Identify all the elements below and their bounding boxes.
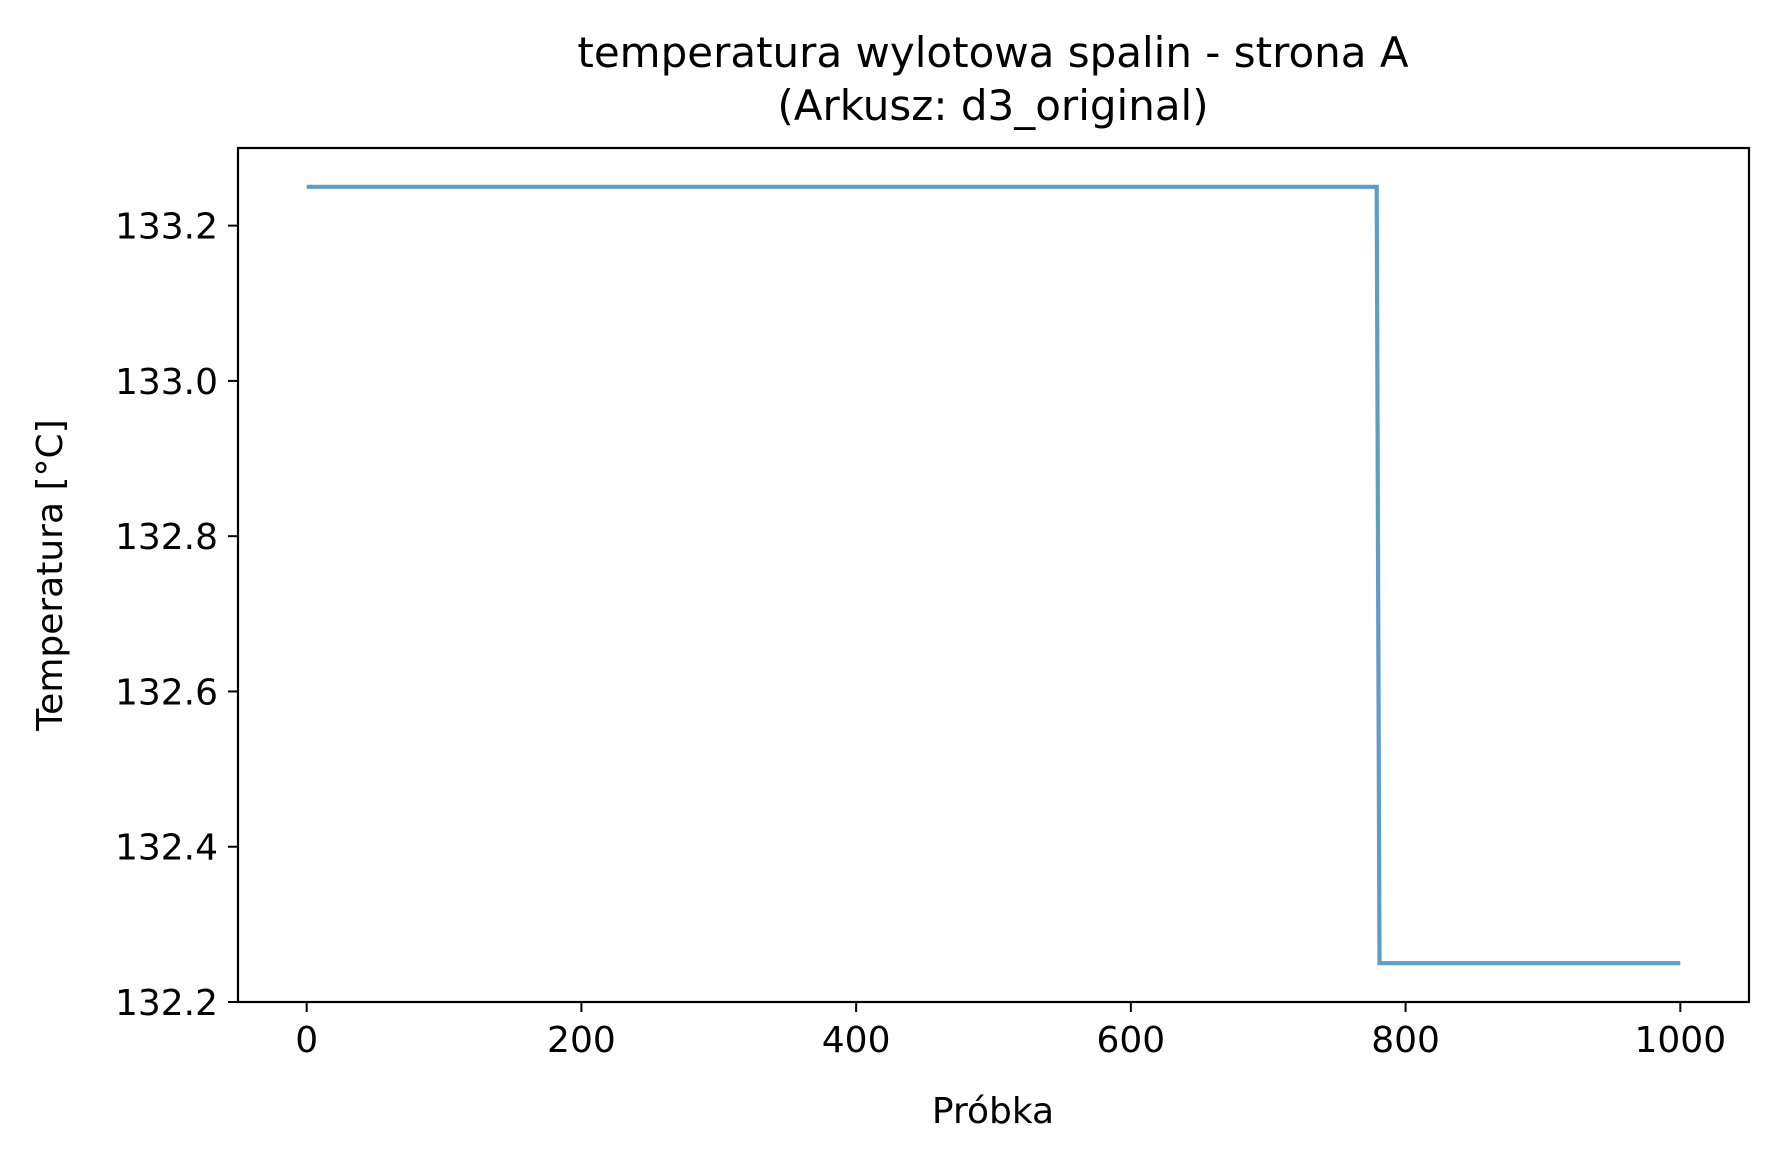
x-tick-label: 1000 — [1635, 1020, 1727, 1061]
x-tick-label: 0 — [295, 1020, 318, 1061]
chart-subtitle: (Arkusz: d3_original) — [777, 81, 1208, 130]
y-axis-label: Temperatura [°C] — [30, 419, 71, 731]
chart-title: temperatura wylotowa spalin - strona A — [577, 28, 1409, 77]
x-axis-ticks: 0 200 400 600 800 1000 — [295, 1002, 1726, 1061]
y-tick-label: 132.8 — [115, 517, 218, 558]
y-tick-label: 132.2 — [115, 983, 218, 1024]
plot-background — [238, 148, 1749, 1002]
x-axis-label: Próbka — [932, 1091, 1054, 1132]
plot-frame — [236, 146, 1751, 1004]
x-tick-label: 400 — [822, 1020, 891, 1061]
plot-area — [238, 148, 1749, 1002]
x-tick-label: 800 — [1371, 1020, 1440, 1061]
y-tick-label: 133.0 — [115, 362, 218, 403]
y-tick-label: 132.6 — [115, 672, 218, 713]
y-axis-ticks: 132.2 132.4 132.6 132.8 133.0 133.2 — [115, 207, 238, 1024]
series-line — [306, 184, 1681, 966]
x-tick-label: 600 — [1097, 1020, 1166, 1061]
x-tick-label: 200 — [547, 1020, 616, 1061]
series-layer — [306, 184, 1681, 966]
y-tick-label: 133.2 — [115, 207, 218, 248]
y-tick-label: 132.4 — [115, 828, 218, 869]
